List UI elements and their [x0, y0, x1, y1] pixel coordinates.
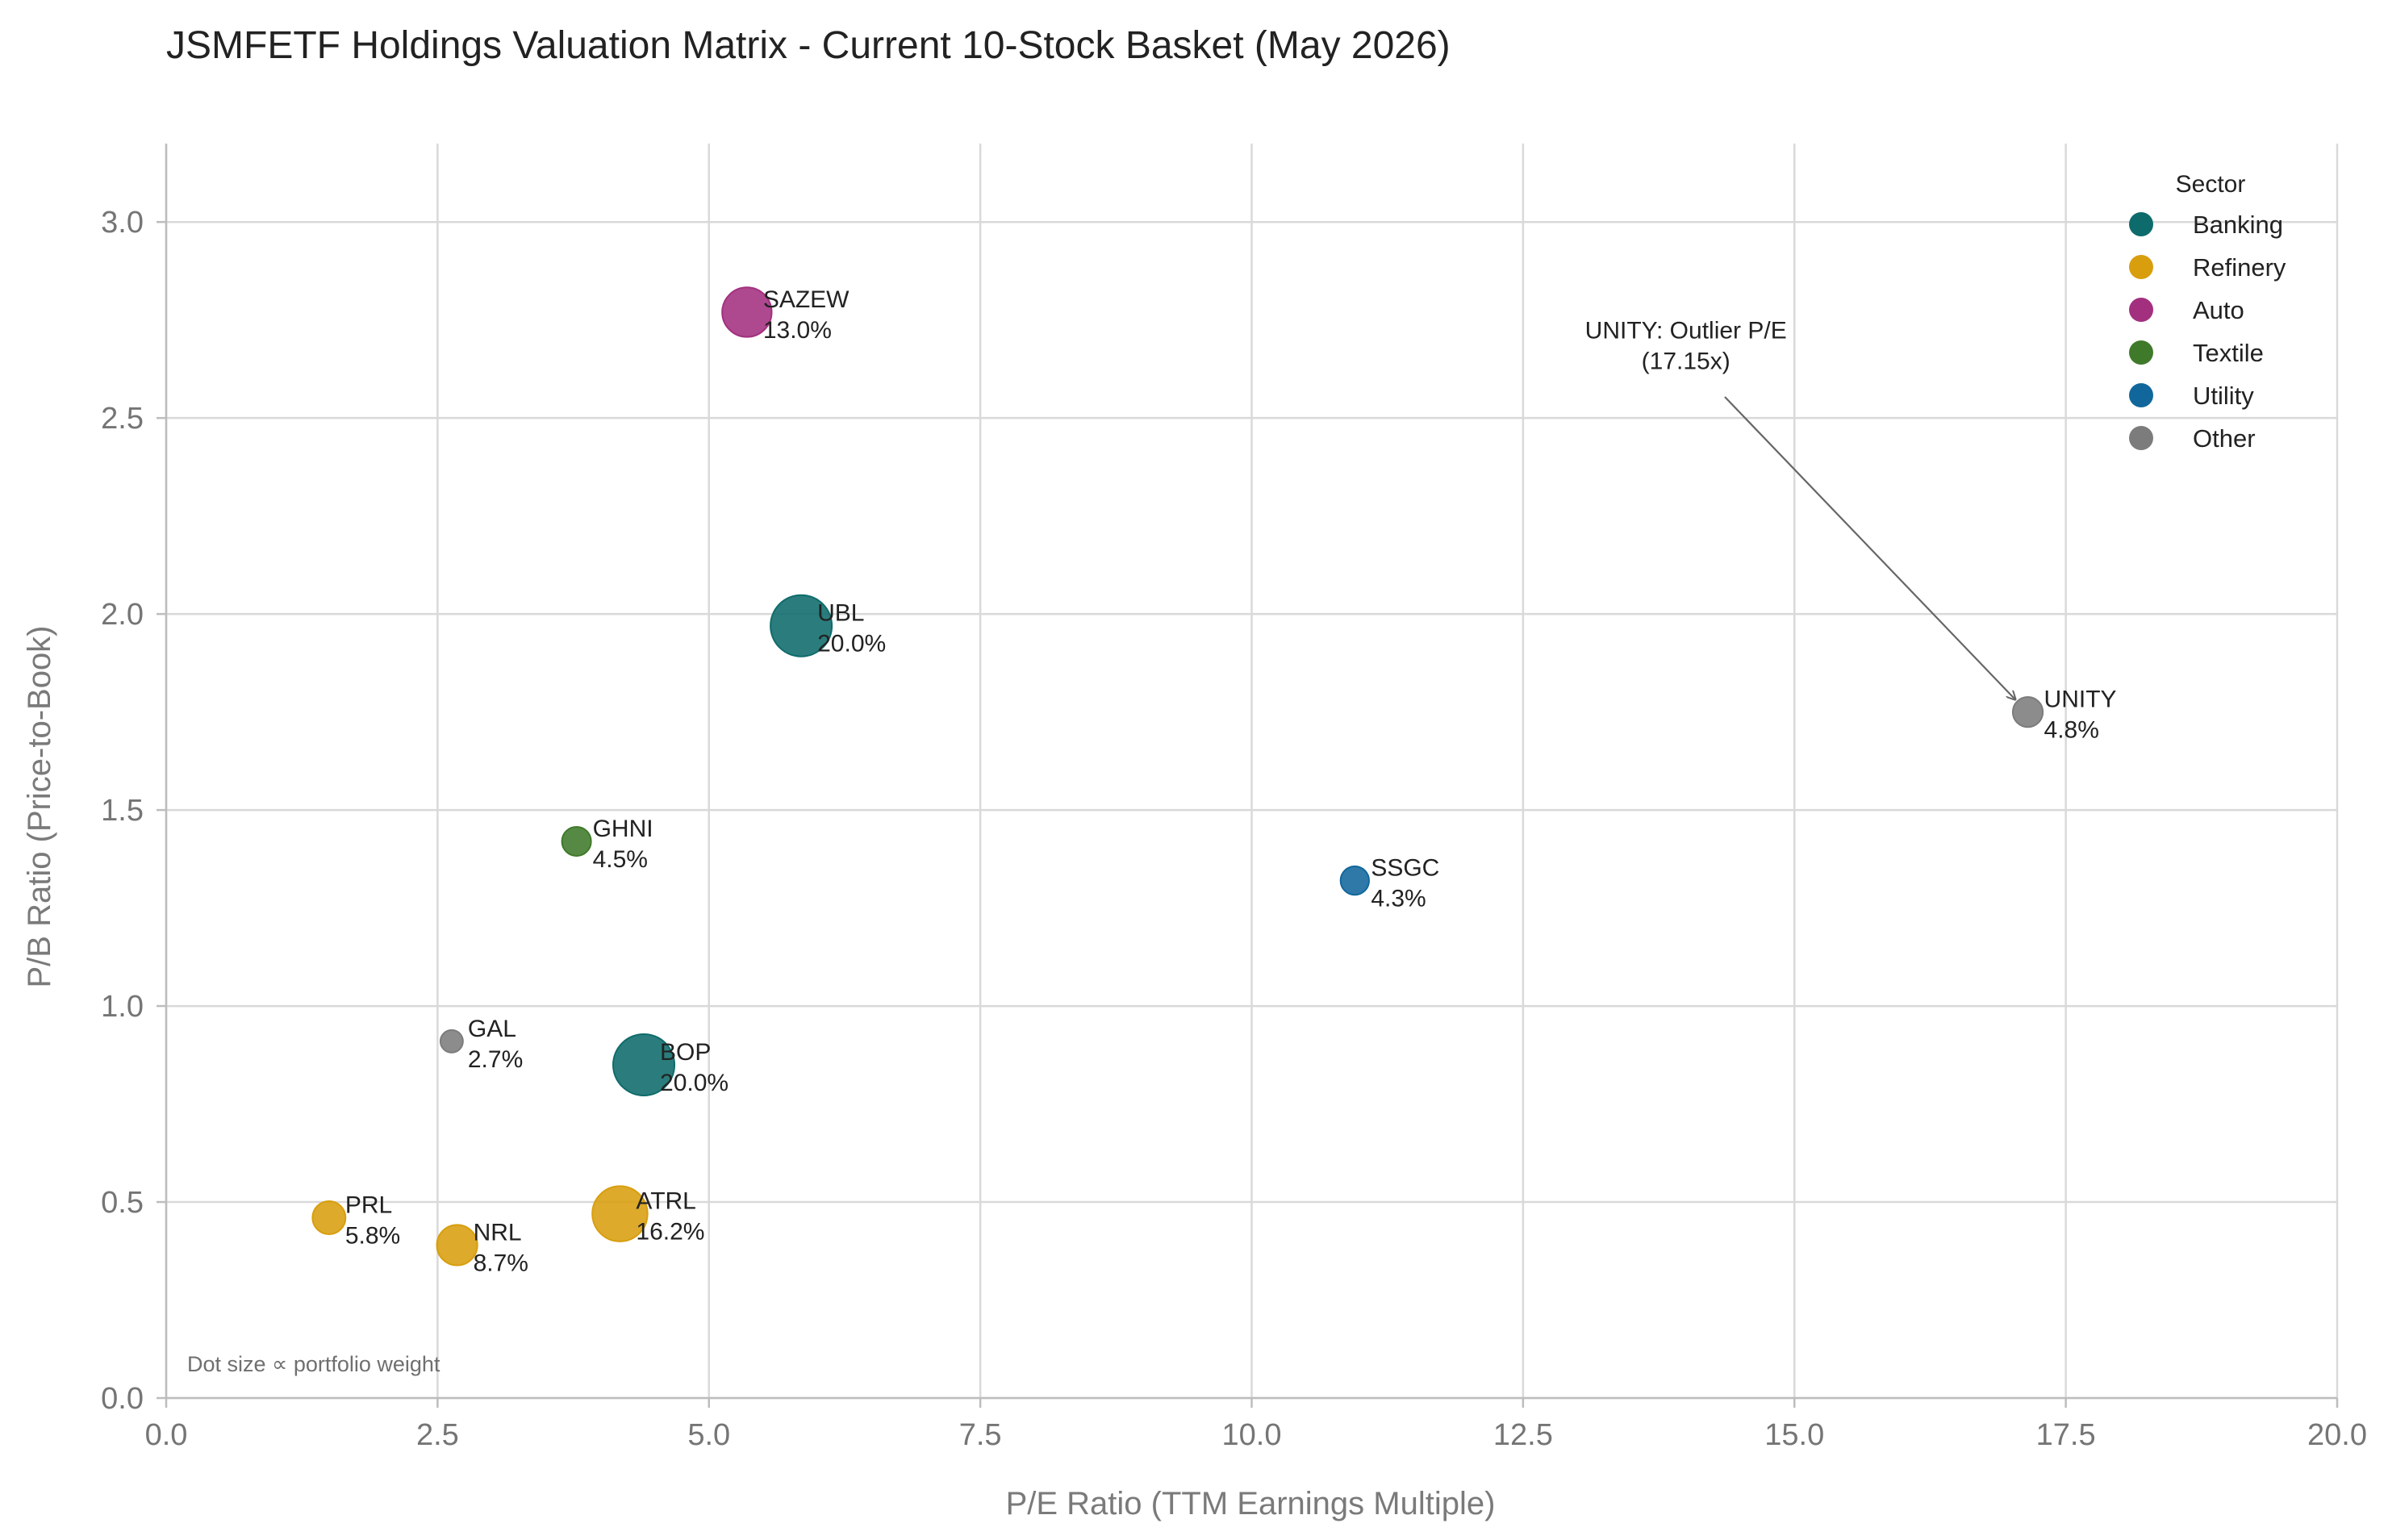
y-tick-label: 0.0 — [101, 1382, 144, 1416]
point-ticker-label: GHNI — [593, 816, 653, 842]
y-tick-label: 0.5 — [101, 1186, 144, 1220]
point-ticker-label: NRL — [474, 1219, 522, 1246]
point-weight-label: 4.8% — [2044, 717, 2099, 744]
legend-label: Auto — [2193, 296, 2244, 324]
legend-label: Other — [2193, 424, 2256, 453]
annotation-text-line1: UNITY: Outlier P/E — [1585, 318, 1787, 344]
annotations: UNITY: Outlier P/E (17.15x) — [1585, 318, 2015, 699]
x-tick-label: 10.0 — [1222, 1418, 1282, 1452]
x-tick-label: 17.5 — [2036, 1418, 2096, 1452]
footnote: Dot size ∝ portfolio weight — [187, 1352, 440, 1376]
annotation-text-line2: (17.15x) — [1642, 348, 1730, 375]
point-marker — [721, 286, 773, 338]
point-marker — [439, 1029, 464, 1054]
legend-title: Sector — [2176, 171, 2246, 198]
legend-entry-textile: Textile — [2129, 339, 2264, 367]
y-tick-label: 1.5 — [101, 794, 144, 828]
legend-marker — [2129, 426, 2153, 450]
legend-label: Refinery — [2193, 253, 2286, 282]
x-tick-label: 12.5 — [1493, 1418, 1553, 1452]
point-sazew: SAZEW 13.0% — [721, 286, 850, 344]
y-tick-label: 2.0 — [101, 598, 144, 632]
point-nrl: NRL 8.7% — [436, 1219, 528, 1276]
point-marker — [2011, 695, 2044, 728]
legend-label: Textile — [2193, 339, 2264, 367]
legend-marker — [2129, 255, 2153, 279]
legend-marker — [2129, 340, 2153, 365]
legend-entry-refinery: Refinery — [2129, 253, 2286, 282]
x-tick-label: 0.0 — [145, 1418, 188, 1452]
point-unity: UNITY 4.8% — [2011, 687, 2117, 744]
y-tick-labels: 0.0 0.5 1.0 1.5 2.0 2.5 3.0 — [101, 206, 144, 1416]
point-weight-label: 8.7% — [474, 1250, 528, 1276]
point-ssgc: SSGC 4.3% — [1339, 855, 1439, 912]
point-weight-label: 2.7% — [468, 1046, 523, 1073]
point-ubl: UBL 20.0% — [770, 594, 886, 657]
x-tick-label: 5.0 — [687, 1418, 730, 1452]
x-axis-label: P/E Ratio (TTM Earnings Multiple) — [1006, 1486, 1496, 1521]
point-weight-label: 20.0% — [817, 631, 886, 657]
legend-label: Banking — [2193, 211, 2283, 239]
point-ticker-label: GAL — [468, 1016, 516, 1042]
x-tick-label: 2.5 — [416, 1418, 459, 1452]
legend-entry-other: Other — [2129, 424, 2256, 453]
point-prl: PRL 5.8% — [311, 1192, 400, 1249]
point-ticker-label: SAZEW — [763, 286, 850, 313]
legend-entry-auto: Auto — [2129, 296, 2244, 324]
point-atrl: ATRL 16.2% — [591, 1185, 704, 1246]
point-marker — [770, 594, 833, 657]
y-axis-label: P/B Ratio (Price-to-Book) — [22, 625, 57, 987]
point-marker — [612, 1033, 676, 1096]
point-weight-label: 13.0% — [763, 317, 832, 344]
axes — [157, 144, 2339, 1408]
point-ticker-label: UNITY — [2044, 687, 2117, 713]
legend-marker — [2129, 298, 2153, 322]
point-marker — [561, 825, 592, 857]
x-tick-label: 20.0 — [2307, 1418, 2367, 1452]
point-ticker-label: BOP — [660, 1039, 711, 1066]
point-ticker-label: ATRL — [636, 1188, 695, 1215]
point-marker — [591, 1185, 649, 1242]
point-marker — [1339, 865, 1370, 896]
point-marker — [311, 1200, 347, 1235]
point-weight-label: 20.0% — [660, 1070, 729, 1096]
annotation-arrow — [1724, 396, 2015, 699]
point-weight-label: 16.2% — [636, 1219, 704, 1246]
x-tick-label: 7.5 — [959, 1418, 1002, 1452]
x-tick-label: 15.0 — [1764, 1418, 1824, 1452]
point-ghni: GHNI 4.5% — [561, 816, 653, 873]
point-ticker-label: UBL — [817, 600, 864, 627]
legend-marker — [2129, 383, 2153, 407]
y-tick-label: 2.5 — [101, 402, 144, 436]
point-weight-label: 4.3% — [1371, 886, 1426, 912]
chart-title: JSMFETF Holdings Valuation Matrix - Curr… — [166, 24, 1451, 67]
legend-entry-banking: Banking — [2129, 211, 2283, 239]
legend-label: Utility — [2193, 382, 2254, 410]
point-bop: BOP 20.0% — [612, 1033, 729, 1096]
data-points: UBL 20.0% BOP 20.0% ATRL 16.2% SAZEW 13.0% NRL 8.… — [311, 286, 2117, 1276]
legend-entry-utility: Utility — [2129, 382, 2254, 410]
legend-marker — [2129, 212, 2153, 236]
point-weight-label: 5.8% — [345, 1222, 400, 1249]
y-tick-label: 1.0 — [101, 990, 144, 1024]
legend: Sector Banking Refinery Auto Textile Utility O… — [2129, 171, 2286, 453]
y-tick-label: 3.0 — [101, 206, 144, 240]
point-weight-label: 4.5% — [593, 846, 648, 873]
point-gal: GAL 2.7% — [439, 1016, 523, 1073]
x-tick-labels: 0.0 2.5 5.0 7.5 10.0 12.5 15.0 17.5 20.0 — [145, 1418, 2367, 1452]
point-ticker-label: PRL — [345, 1192, 392, 1218]
point-ticker-label: SSGC — [1371, 855, 1439, 882]
point-marker — [436, 1224, 478, 1267]
